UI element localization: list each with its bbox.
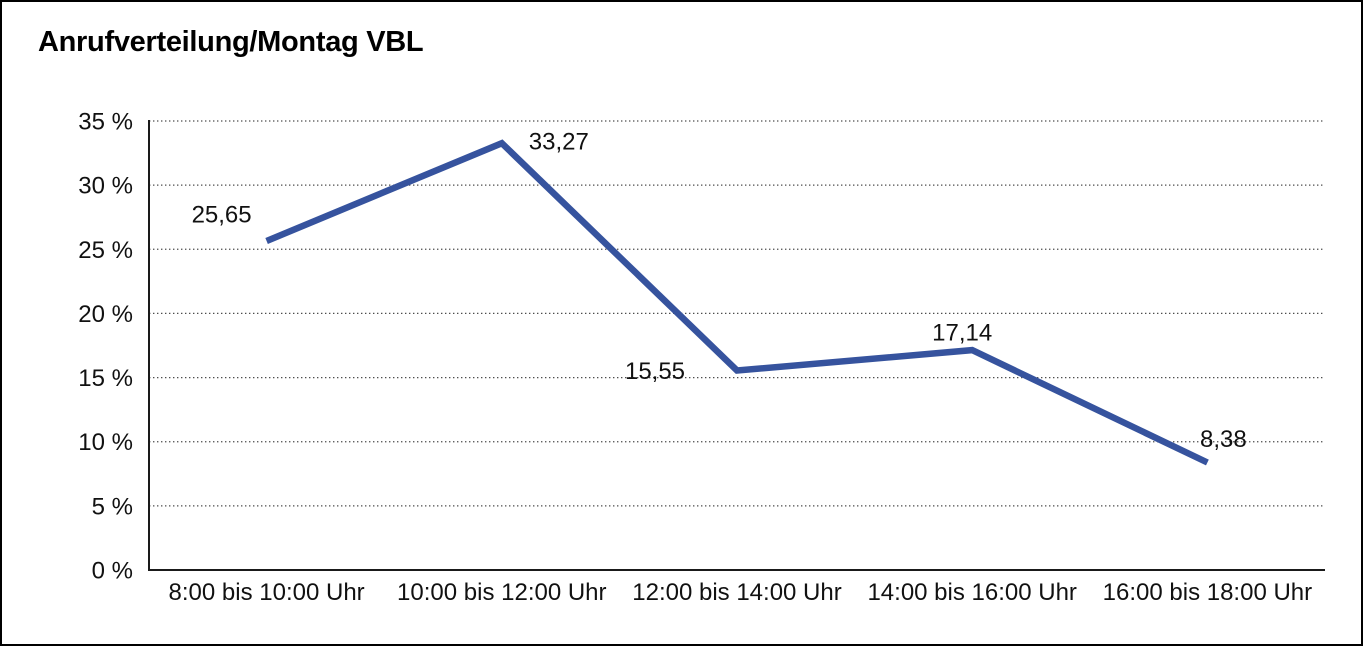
data-label: 17,14: [932, 320, 992, 347]
x-tick-label: 10:00 bis 12:00 Uhr: [397, 579, 606, 606]
x-tick-label: 8:00 bis 10:00 Uhr: [169, 579, 365, 606]
x-tick-label: 14:00 bis 16:00 Uhr: [867, 579, 1076, 606]
data-label: 33,27: [529, 129, 589, 156]
data-label: 15,55: [625, 358, 685, 385]
x-tick-label: 12:00 bis 14:00 Uhr: [632, 579, 841, 606]
y-tick-label: 30 %: [78, 173, 133, 200]
x-tick-label: 16:00 bis 18:00 Uhr: [1103, 579, 1312, 606]
data-label: 8,38: [1200, 426, 1247, 453]
y-tick-label: 35 %: [78, 109, 133, 136]
y-tick-label: 0 %: [92, 558, 133, 585]
series-line: [265, 139, 1209, 466]
y-tick-label: 10 %: [78, 429, 133, 456]
y-tick-label: 5 %: [92, 493, 133, 520]
y-tick-label: 15 %: [78, 365, 133, 392]
chart-title: Anrufverteilung/Montag VBL: [38, 26, 424, 58]
y-tick-label: 20 %: [78, 301, 133, 328]
data-label: 25,65: [192, 201, 252, 228]
y-tick-label: 25 %: [78, 237, 133, 264]
